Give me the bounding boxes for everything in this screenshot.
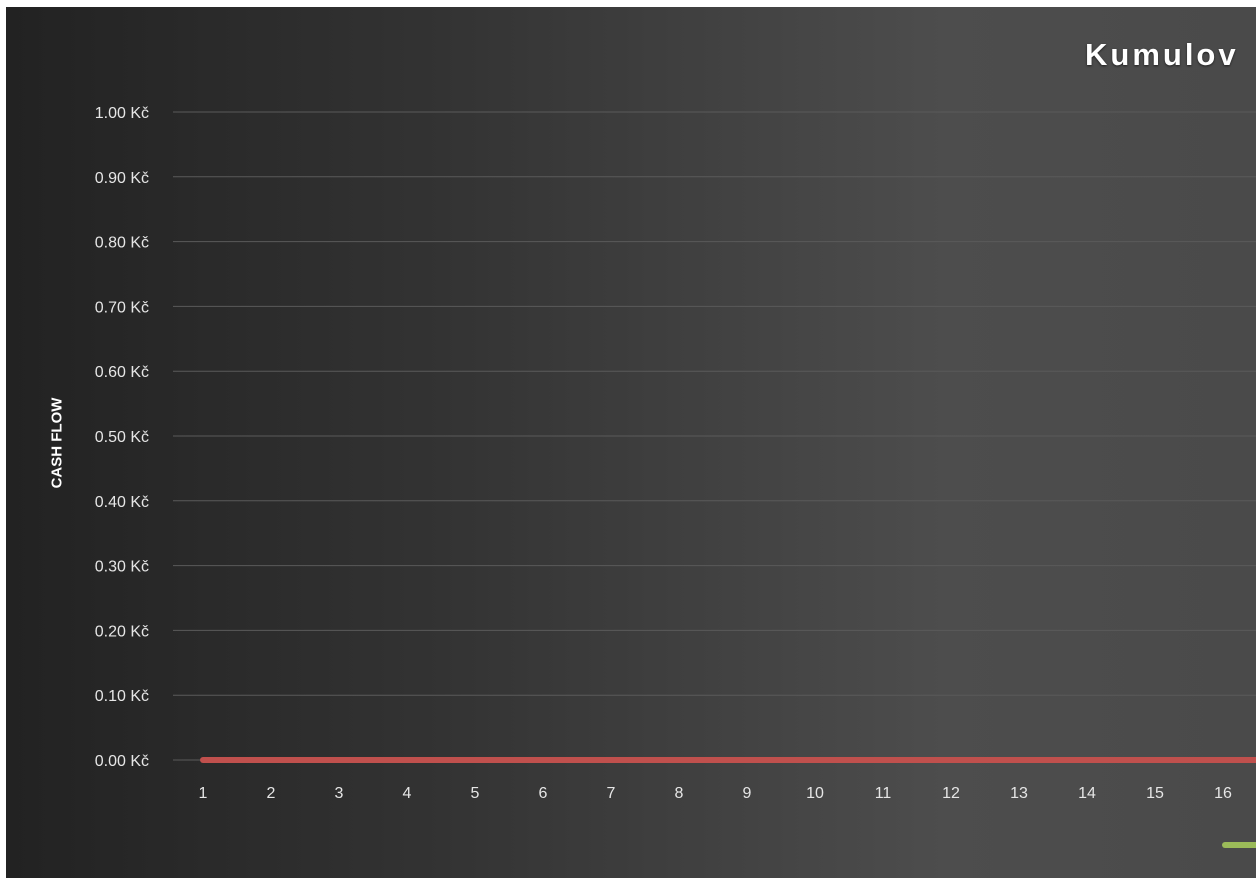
- x-tick-label: 1: [199, 785, 208, 802]
- y-tick-label: 0.10 Kč: [95, 688, 149, 705]
- chart-title: Kumulov: [1085, 37, 1239, 72]
- x-tick-label: 2: [267, 785, 276, 802]
- x-tick-label: 15: [1146, 785, 1164, 802]
- x-tick-label: 3: [335, 785, 344, 802]
- x-tick-label: 16: [1214, 785, 1232, 802]
- y-tick-label: 0.30 Kč: [95, 559, 149, 576]
- x-tick-label: 13: [1010, 785, 1028, 802]
- chart-area: Kumulov CASH FLOW 0.00 Kč 0.10 Kč 0.20 Kč 0…: [6, 7, 1256, 878]
- x-tick-label: 14: [1078, 785, 1096, 802]
- x-tick-label: 9: [743, 785, 752, 802]
- y-tick-label: 0.20 Kč: [95, 623, 149, 640]
- y-tick-label: 0.70 Kč: [95, 299, 149, 316]
- x-tick-label: 12: [942, 785, 960, 802]
- y-tick-label: 0.00 Kč: [95, 753, 149, 770]
- y-tick-label: 0.90 Kč: [95, 170, 149, 187]
- y-tick-label: 1.00 Kč: [95, 105, 149, 122]
- y-tick-label: 0.80 Kč: [95, 235, 149, 252]
- x-tick-label: 11: [875, 785, 892, 802]
- y-tick-label: 0.60 Kč: [95, 364, 149, 381]
- y-tick-label: 0.50 Kč: [95, 429, 149, 446]
- x-tick-label: 8: [675, 785, 684, 802]
- x-tick-label: 6: [539, 785, 548, 802]
- x-tick-label: 5: [471, 785, 480, 802]
- y-tick-label: 0.40 Kč: [95, 494, 149, 511]
- plot-area: 0.00 Kč 0.10 Kč 0.20 Kč 0.30 Kč 0.40 Kč 0.50 …: [95, 105, 1256, 848]
- x-tick-label: 10: [806, 785, 824, 802]
- x-tick-label: 7: [607, 785, 616, 802]
- x-tick-label: 4: [403, 785, 412, 802]
